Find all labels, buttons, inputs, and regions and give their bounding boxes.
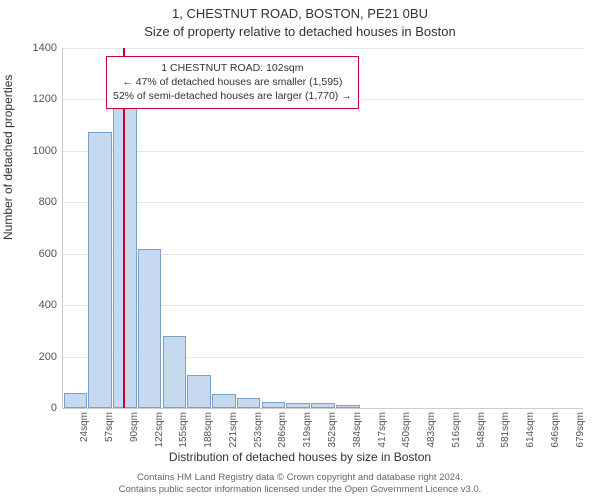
histogram-bar — [262, 402, 286, 408]
x-tick-label: 384sqm — [352, 412, 363, 448]
x-tick-label: 57sqm — [104, 412, 115, 442]
x-tick-label: 24sqm — [79, 412, 90, 442]
histogram-bar — [212, 394, 236, 408]
x-tick-label: 122sqm — [154, 412, 165, 448]
annotation-line: 1 CHESTNUT ROAD: 102sqm — [113, 61, 352, 75]
x-tick-label: 352sqm — [327, 412, 338, 448]
y-tick-label: 1200 — [23, 93, 57, 105]
footer-line1: Contains HM Land Registry data © Crown c… — [0, 472, 600, 484]
histogram-bar — [187, 375, 211, 408]
y-tick-label: 200 — [23, 351, 57, 363]
title-line2: Size of property relative to detached ho… — [0, 24, 600, 39]
annotation-line: 52% of semi-detached houses are larger (… — [113, 89, 352, 103]
x-tick-label: 417sqm — [377, 412, 388, 448]
x-tick-label: 450sqm — [401, 412, 412, 448]
y-tick-label: 400 — [23, 299, 57, 311]
y-tick-label: 1400 — [23, 42, 57, 54]
histogram-bar — [286, 403, 310, 408]
annotation-box: 1 CHESTNUT ROAD: 102sqm← 47% of detached… — [106, 56, 359, 109]
y-axis-label: Number of detached properties — [1, 75, 15, 240]
gridline — [63, 202, 583, 203]
y-tick-label: 1000 — [23, 145, 57, 157]
histogram-bar — [113, 106, 137, 408]
gridline — [63, 48, 583, 49]
chart-container: 1, CHESTNUT ROAD, BOSTON, PE21 0BU Size … — [0, 0, 600, 500]
histogram-bar — [163, 336, 187, 408]
histogram-bar — [311, 403, 335, 408]
footer-text: Contains HM Land Registry data © Crown c… — [0, 472, 600, 496]
y-tick-label: 600 — [23, 248, 57, 260]
histogram-bar — [88, 132, 112, 408]
x-tick-label: 253sqm — [253, 412, 264, 448]
y-tick-label: 0 — [23, 402, 57, 414]
x-tick-label: 679sqm — [575, 412, 586, 448]
footer-line2: Contains public sector information licen… — [0, 484, 600, 496]
x-tick-label: 319sqm — [302, 412, 313, 448]
histogram-bar — [336, 405, 360, 408]
x-tick-label: 614sqm — [525, 412, 536, 448]
x-tick-label: 581sqm — [500, 412, 511, 448]
annotation-line: ← 47% of detached houses are smaller (1,… — [113, 75, 352, 89]
x-tick-label: 516sqm — [451, 412, 462, 448]
x-tick-label: 221sqm — [228, 412, 239, 448]
title-line1: 1, CHESTNUT ROAD, BOSTON, PE21 0BU — [0, 6, 600, 21]
x-tick-label: 548sqm — [476, 412, 487, 448]
x-tick-label: 90sqm — [129, 412, 140, 442]
x-axis-label: Distribution of detached houses by size … — [0, 450, 600, 464]
x-tick-label: 155sqm — [178, 412, 189, 448]
x-tick-label: 483sqm — [426, 412, 437, 448]
y-tick-label: 800 — [23, 196, 57, 208]
histogram-bar — [237, 398, 261, 408]
x-tick-label: 188sqm — [203, 412, 214, 448]
x-tick-label: 646sqm — [550, 412, 561, 448]
x-tick-label: 286sqm — [277, 412, 288, 448]
gridline — [63, 151, 583, 152]
histogram-bar — [64, 393, 88, 408]
histogram-bar — [138, 249, 162, 408]
